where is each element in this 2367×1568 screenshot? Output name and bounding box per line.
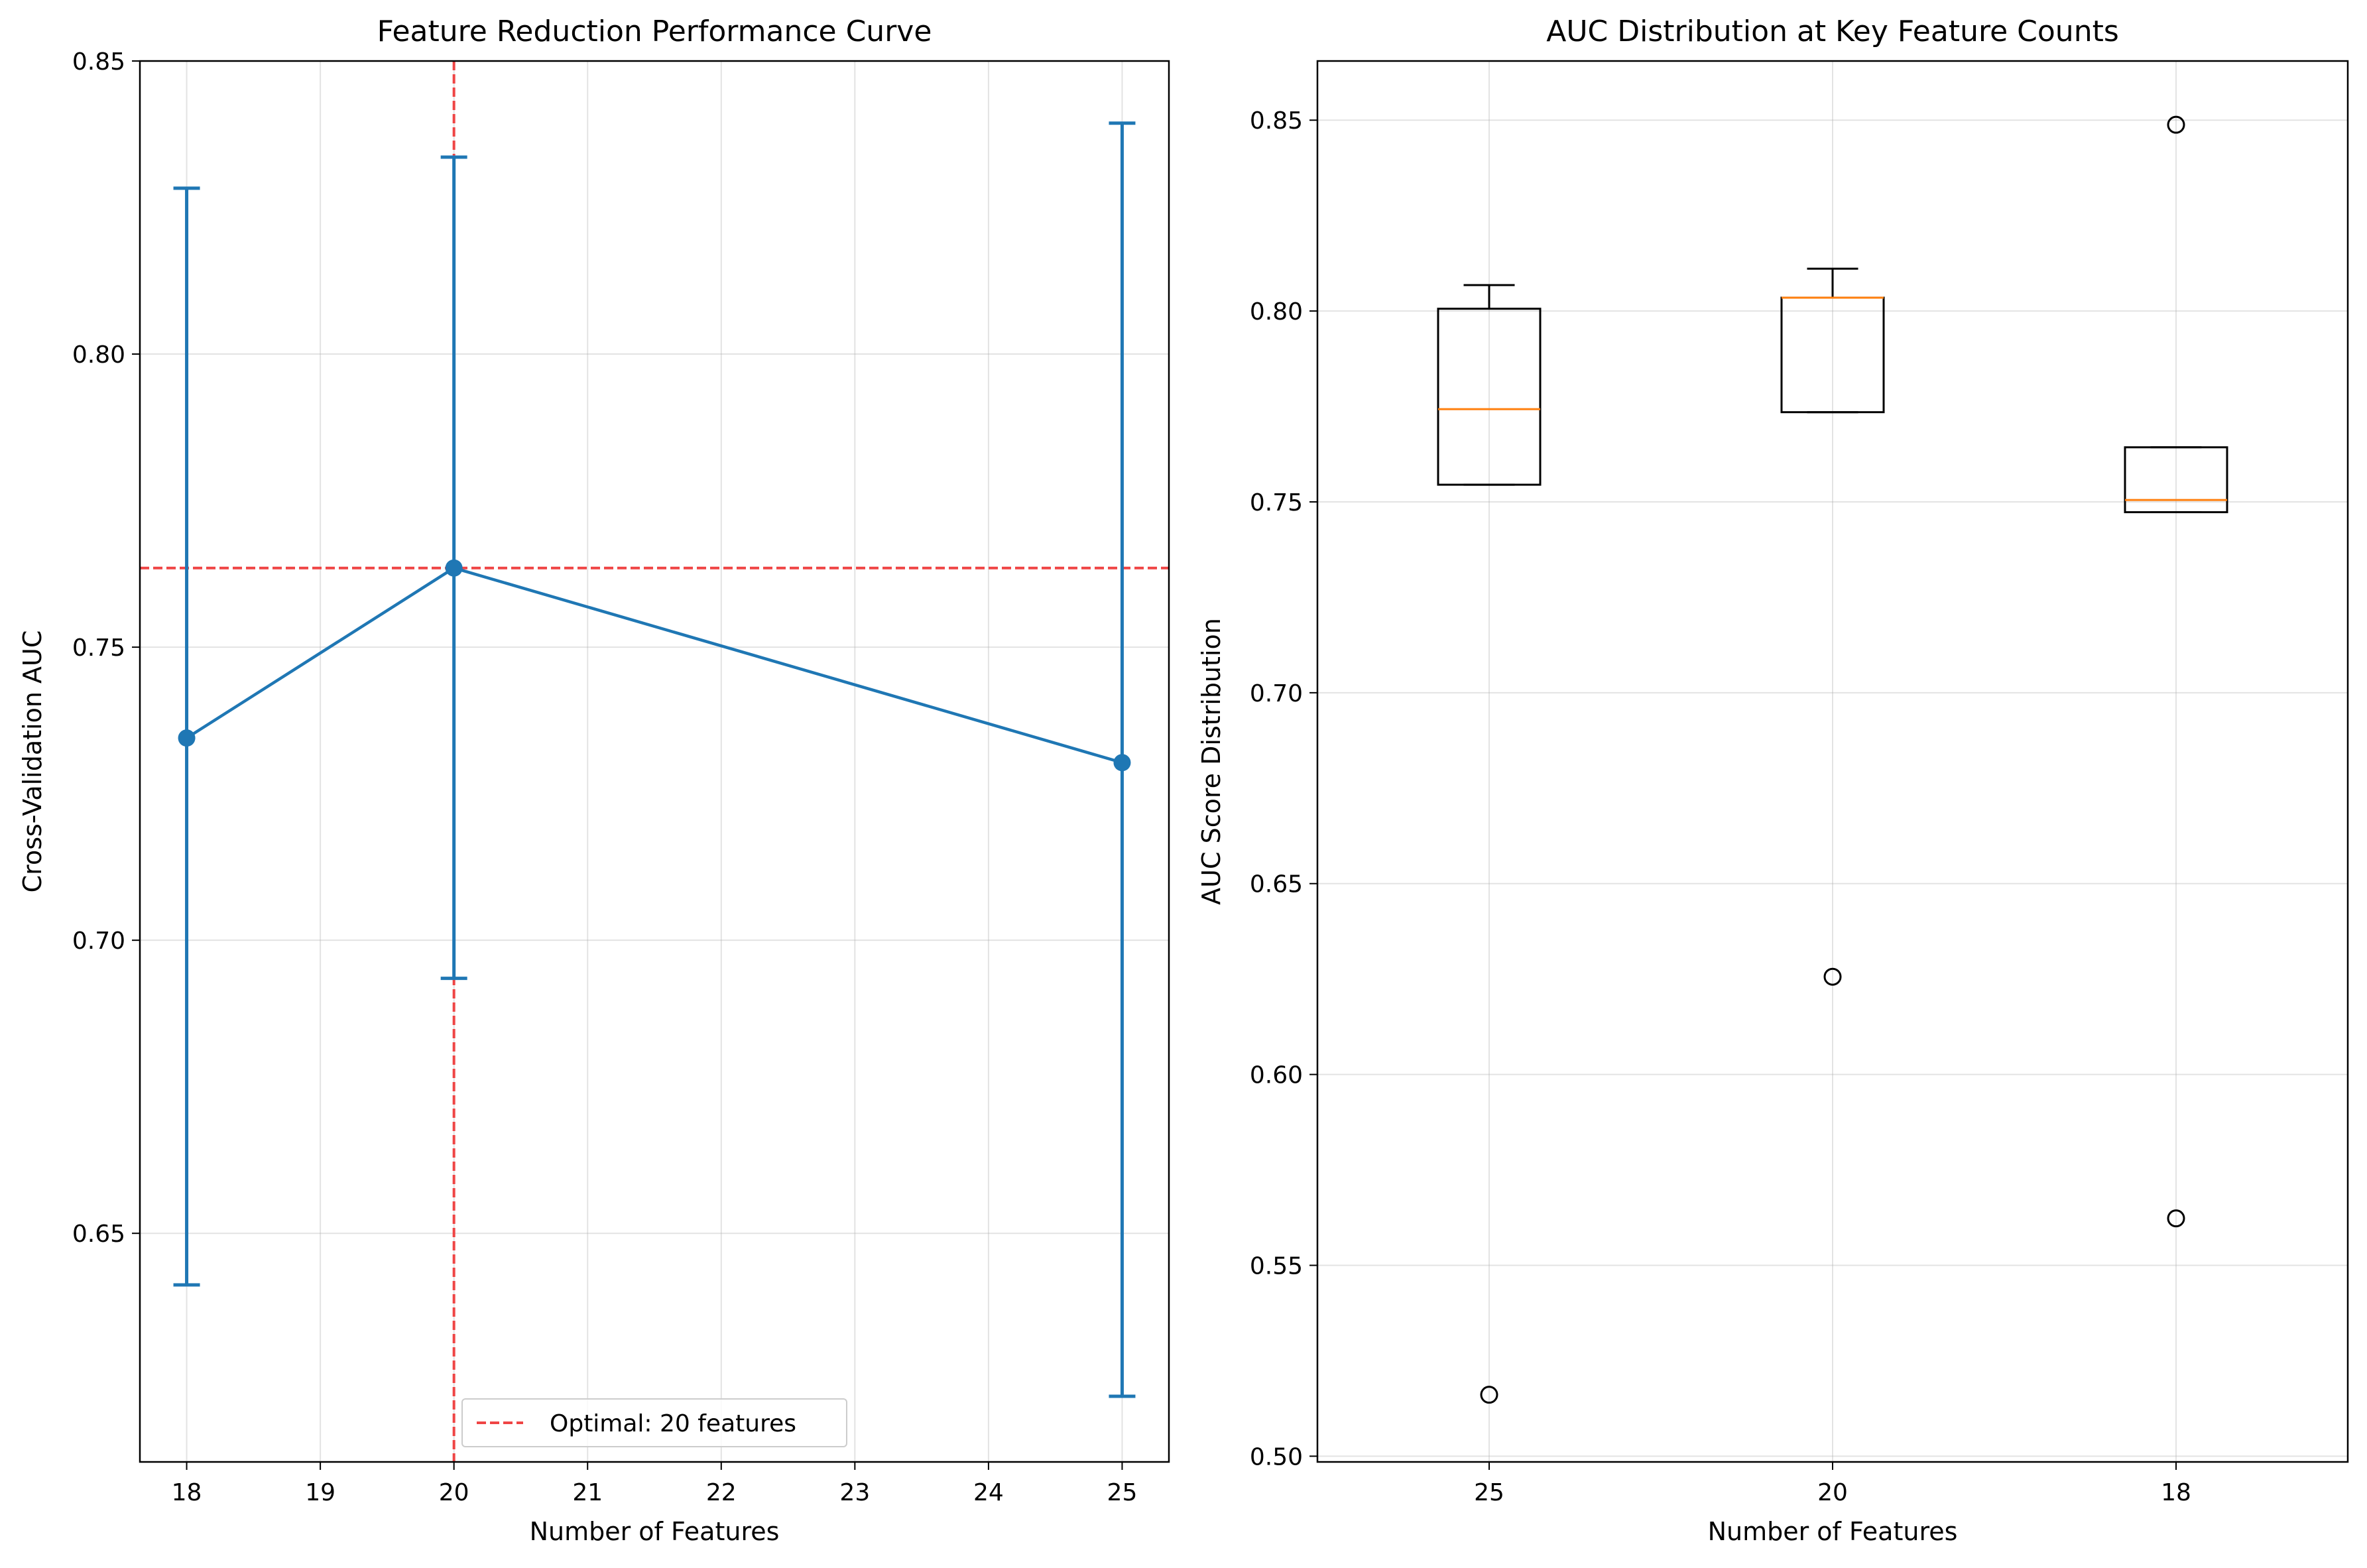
box-plot-18 (2124, 115, 2228, 1228)
chart-title: Feature Reduction Performance Curve (377, 15, 932, 48)
y-tick-label: 0.65 (72, 1221, 125, 1248)
x-tick-label: 22 (706, 1479, 737, 1506)
legend-label: Optimal: 20 features (550, 1410, 796, 1437)
x-tick-label: 20 (1817, 1479, 1848, 1506)
auc-line (186, 566, 1123, 764)
auc-distribution-chart: 25 20 18 0.500.550.600.650.700.750.800.85 … (1197, 15, 2349, 1546)
y-tick-label: 0.70 (72, 928, 125, 955)
box (1437, 308, 1542, 486)
error-bars (173, 121, 1136, 1398)
x-tick-label: 18 (2161, 1479, 2191, 1506)
x-tick-label: 25 (1107, 1479, 1138, 1506)
y-axis-ticks: 0.65 0.70 0.75 0.80 0.85 (72, 48, 140, 1248)
plot-area-frame (139, 60, 1170, 1463)
y-tick-label: 0.75 (72, 634, 125, 662)
auc-point (445, 559, 463, 577)
reference-lines (140, 61, 1169, 1462)
grid (140, 60, 1169, 1462)
legend-box (461, 1398, 847, 1447)
box-plots (1437, 115, 2228, 1404)
x-tick-label: 24 (973, 1479, 1004, 1506)
x-axis-ticks: 25 20 18 (1474, 1462, 2191, 1506)
outlier-point (2167, 1209, 2185, 1228)
y-tick-label: 0.55 (1250, 1252, 1303, 1280)
y-tick-label: 0.80 (72, 341, 125, 369)
y-tick-label: 0.50 (1250, 1443, 1303, 1471)
x-axis-label: Number of Features (1708, 1517, 1958, 1546)
outlier-point (1480, 1386, 1498, 1404)
auc-point (178, 729, 196, 747)
outlier-point (2167, 115, 2185, 134)
x-tick-label: 20 (439, 1479, 469, 1506)
y-tick-label: 0.60 (1250, 1062, 1303, 1089)
x-tick-label: 23 (839, 1479, 870, 1506)
chart-title: AUC Distribution at Key Feature Counts (1546, 15, 2119, 48)
outlier-point (1823, 967, 1842, 986)
y-tick-label: 0.80 (1250, 298, 1303, 326)
y-axis-ticks: 0.50 0.55 0.60 0.65 0.70 0.75 0.80 0.85 (1250, 107, 1317, 1471)
y-tick-label: 0.75 (1250, 489, 1303, 516)
legend: Optimal: 20 features (461, 1398, 847, 1447)
x-tick-label: 25 (1474, 1479, 1504, 1506)
box (2124, 446, 2228, 514)
box-plot-20 (1780, 267, 1885, 986)
y-tick-label: 0.85 (72, 48, 125, 76)
x-axis-ticks: 18 19 20 21 22 23 24 25 (172, 1462, 1138, 1506)
y-axis-label: Cross-Validation AUC (18, 631, 47, 893)
y-tick-label: 0.85 (1250, 107, 1303, 135)
box-plot-25 (1437, 284, 1542, 1404)
x-tick-label: 19 (305, 1479, 335, 1506)
auc-series (178, 559, 1131, 772)
auc-point (1113, 754, 1131, 772)
performance-curve-chart: 18 19 20 21 22 23 24 25 0.65 0.70 0.75 0.80 0.85 Fe… (18, 15, 1170, 1546)
x-tick-label: 21 (572, 1479, 603, 1506)
y-tick-label: 0.65 (1250, 871, 1303, 898)
y-axis-label: AUC Score Distribution (1197, 618, 1226, 905)
x-tick-label: 18 (172, 1479, 202, 1506)
y-tick-label: 0.70 (1250, 680, 1303, 707)
x-axis-label: Number of Features (530, 1517, 780, 1546)
